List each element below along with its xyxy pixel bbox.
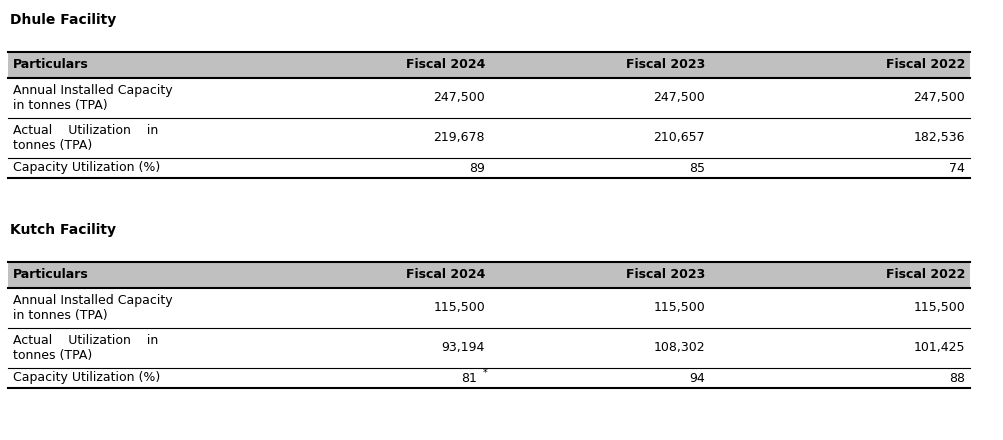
Text: Particulars: Particulars — [13, 268, 88, 282]
Text: Actual    Utilization    in
tonnes (TPA): Actual Utilization in tonnes (TPA) — [13, 124, 158, 152]
Text: 115,500: 115,500 — [433, 301, 484, 315]
Text: 108,302: 108,302 — [653, 341, 704, 355]
Bar — [8, 118, 969, 158]
Text: 89: 89 — [468, 161, 484, 175]
Text: 247,500: 247,500 — [433, 92, 484, 104]
Text: Fiscal 2024: Fiscal 2024 — [405, 268, 484, 282]
Text: 247,500: 247,500 — [913, 92, 964, 104]
Bar — [8, 368, 969, 388]
Text: Dhule Facility: Dhule Facility — [10, 13, 116, 27]
Text: Annual Installed Capacity
in tonnes (TPA): Annual Installed Capacity in tonnes (TPA… — [13, 84, 173, 112]
Text: *: * — [482, 368, 487, 378]
Text: 219,678: 219,678 — [433, 132, 484, 144]
Text: Particulars: Particulars — [13, 59, 88, 71]
Text: Fiscal 2022: Fiscal 2022 — [885, 268, 964, 282]
Text: 74: 74 — [948, 161, 964, 175]
Bar — [8, 328, 969, 368]
Text: Fiscal 2023: Fiscal 2023 — [625, 268, 704, 282]
Text: Fiscal 2024: Fiscal 2024 — [405, 59, 484, 71]
Bar — [8, 78, 969, 118]
Text: Kutch Facility: Kutch Facility — [10, 223, 116, 237]
Text: Fiscal 2022: Fiscal 2022 — [885, 59, 964, 71]
Bar — [8, 158, 969, 178]
Text: 210,657: 210,657 — [653, 132, 704, 144]
Text: 101,425: 101,425 — [913, 341, 964, 355]
Text: Annual Installed Capacity
in tonnes (TPA): Annual Installed Capacity in tonnes (TPA… — [13, 294, 173, 322]
Bar — [8, 262, 969, 288]
Text: 85: 85 — [688, 161, 704, 175]
Text: 81: 81 — [460, 371, 476, 385]
Text: 94: 94 — [689, 371, 704, 385]
Text: 93,194: 93,194 — [441, 341, 484, 355]
Bar — [8, 52, 969, 78]
Text: Actual    Utilization    in
tonnes (TPA): Actual Utilization in tonnes (TPA) — [13, 334, 158, 362]
Text: Capacity Utilization (%): Capacity Utilization (%) — [13, 371, 160, 385]
Bar — [8, 288, 969, 328]
Text: 115,500: 115,500 — [913, 301, 964, 315]
Text: Capacity Utilization (%): Capacity Utilization (%) — [13, 161, 160, 175]
Text: 88: 88 — [948, 371, 964, 385]
Text: 247,500: 247,500 — [653, 92, 704, 104]
Text: Fiscal 2023: Fiscal 2023 — [625, 59, 704, 71]
Text: 115,500: 115,500 — [653, 301, 704, 315]
Text: 182,536: 182,536 — [913, 132, 964, 144]
